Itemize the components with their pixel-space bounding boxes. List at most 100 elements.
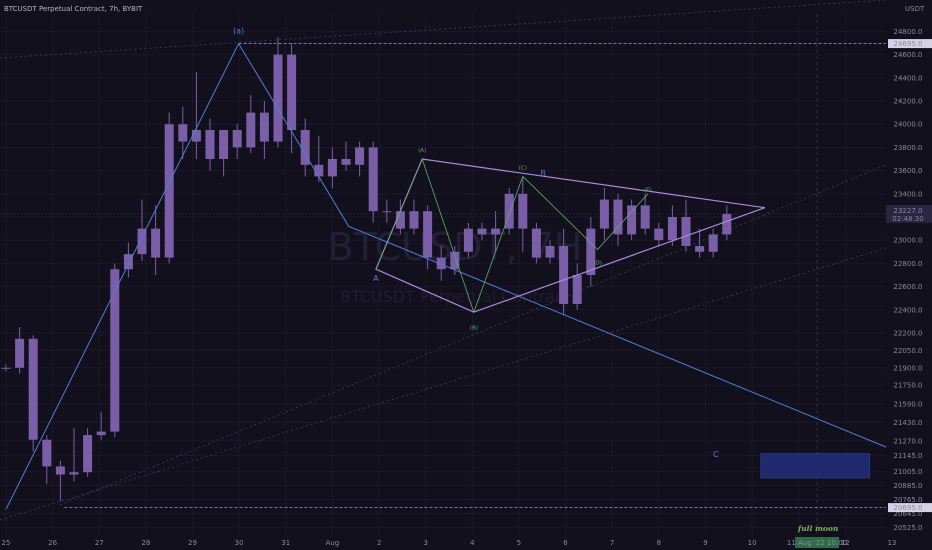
candle[interactable] [69, 428, 79, 482]
candle[interactable] [259, 101, 269, 159]
candle[interactable] [640, 193, 650, 235]
candle[interactable] [436, 246, 446, 281]
candle-body [355, 147, 365, 165]
candle[interactable] [395, 199, 405, 235]
candle[interactable] [504, 188, 514, 235]
candle[interactable] [695, 228, 705, 258]
candle[interactable] [178, 106, 188, 159]
candle-body [83, 435, 93, 473]
candle[interactable] [1, 364, 11, 372]
candle[interactable] [463, 222, 473, 258]
candle[interactable] [627, 199, 637, 241]
channel-lines [0, 0, 887, 536]
time-axis-bg [0, 536, 932, 550]
candle-body [586, 228, 596, 275]
candle-body [667, 217, 677, 241]
x-tick-label: 3 [423, 539, 427, 547]
candles[interactable] [1, 37, 732, 502]
candle-body [259, 112, 269, 142]
candle[interactable] [15, 327, 25, 374]
sub-wave-label: (A) [418, 148, 426, 154]
candle[interactable] [586, 217, 596, 287]
y-tick-label: 21145.0 [894, 452, 923, 460]
candle[interactable] [55, 460, 65, 502]
candle-body [409, 211, 419, 229]
candle-body [368, 147, 378, 212]
y-tick-label: 21270.0 [894, 437, 923, 445]
candle-body [246, 112, 256, 148]
candle[interactable] [314, 135, 324, 183]
candle[interactable] [409, 199, 419, 235]
candle-body [695, 246, 705, 252]
candle[interactable] [559, 228, 569, 316]
candle[interactable] [273, 37, 283, 148]
level-tag-high-bg [888, 39, 932, 49]
candle[interactable] [110, 263, 120, 438]
candle[interactable] [382, 199, 392, 223]
candle-body [599, 199, 609, 229]
candle-body [572, 275, 582, 304]
candle[interactable] [545, 240, 555, 264]
y-tick-label: 23400.0 [894, 190, 923, 198]
candle[interactable] [232, 124, 242, 159]
candle[interactable] [246, 95, 256, 154]
candle-body [110, 269, 120, 432]
channel-line [59, 164, 887, 506]
candle[interactable] [667, 205, 677, 246]
x-tick-label: 13 [887, 539, 896, 547]
candle[interactable] [287, 43, 297, 154]
candle[interactable] [341, 141, 351, 171]
candle-body [123, 254, 133, 270]
candle[interactable] [491, 211, 501, 252]
level-tag-low-bg [888, 503, 932, 513]
wave-label: A [373, 274, 379, 283]
candle[interactable] [151, 205, 161, 275]
candle[interactable] [708, 228, 718, 258]
candle-body [613, 199, 623, 235]
candle-body [55, 466, 65, 475]
candle[interactable] [191, 72, 201, 159]
candle[interactable] [654, 222, 664, 246]
candle[interactable] [205, 118, 215, 171]
candle[interactable] [368, 141, 378, 223]
candle-body [1, 367, 11, 369]
candle[interactable] [572, 263, 582, 310]
candle[interactable] [28, 335, 38, 452]
candle-body [382, 211, 392, 213]
candle[interactable] [137, 199, 147, 262]
candle[interactable] [83, 428, 93, 477]
y-tick-label: 22400.0 [894, 306, 923, 314]
price-axis[interactable]: 24800.0 24600.0 24400.0 24200.0 24000.0 23800… [886, 0, 932, 550]
candle[interactable] [123, 242, 133, 278]
x-tick-label: 26 [48, 539, 57, 547]
x-tick-label: 31 [281, 539, 290, 547]
candle[interactable] [722, 205, 732, 241]
candle[interactable] [681, 199, 691, 252]
candle-body [395, 211, 405, 229]
candle[interactable] [164, 112, 174, 264]
candle-body [69, 472, 79, 475]
candle[interactable] [355, 141, 365, 177]
time-axis[interactable]: 25262728293031Aug234567891011121311 Aug … [0, 536, 932, 550]
candle[interactable] [96, 411, 106, 440]
candle[interactable] [613, 193, 623, 246]
target-zone [760, 453, 870, 479]
candle[interactable] [219, 130, 229, 177]
candle[interactable] [531, 222, 541, 264]
x-tick-label: 25 [2, 539, 11, 547]
y-tick-label: 21430.0 [894, 419, 923, 427]
candle[interactable] [300, 118, 310, 177]
y-tick-label: 20525.0 [894, 524, 923, 532]
candle[interactable] [327, 147, 337, 188]
candle[interactable] [477, 222, 487, 241]
candle[interactable] [42, 435, 52, 484]
y-tick-label: 24200.0 [894, 98, 923, 106]
y-tick-label: 21900.0 [894, 364, 923, 372]
candle[interactable] [599, 188, 609, 241]
candle[interactable] [518, 176, 528, 252]
candle-body [42, 439, 52, 467]
candle-body [219, 130, 229, 159]
candle-body [654, 228, 664, 241]
